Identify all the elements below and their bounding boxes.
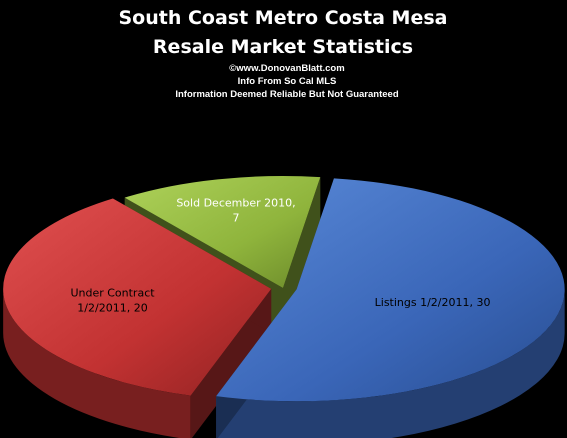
- pie-slice-2-side: [3, 288, 191, 438]
- chart-subtitle: ©www.DonovanBlatt.com Info From So Cal M…: [175, 63, 398, 100]
- pie-slice-3-label-line-2: 7: [232, 211, 239, 224]
- pie-labels: Listings 1/2/2011, 30 Under Contract 1/2/2…: [70, 196, 490, 314]
- pie-slices: [3, 176, 565, 438]
- pie-slice-3-cut: [283, 177, 321, 332]
- pie-slice-2-label-line-1: Under Contract: [70, 286, 155, 299]
- pie-slice-2-cut: [190, 288, 272, 438]
- pie-slice-2-label: Under Contract 1/2/2011, 20: [70, 286, 155, 314]
- pie-slice-1-label-line-1: Listings 1/2/2011, 30: [375, 296, 491, 309]
- chart-title-line-2: Resale Market Statistics: [153, 36, 413, 58]
- chart-title-line-1: South Coast Metro Costa Mesa: [119, 7, 448, 29]
- chart-subtitle-line-3: Information Deemed Reliable But Not Guar…: [175, 89, 398, 100]
- pie-slice-2: [3, 198, 272, 438]
- pie-slice-2-top: [3, 198, 272, 396]
- pie-slice-1-side: [216, 289, 565, 438]
- chart-title: South Coast Metro Costa Mesa Resale Mark…: [119, 7, 448, 58]
- chart-subtitle-line-2: Info From So Cal MLS: [238, 76, 337, 87]
- pie-slice-1-top: [216, 178, 565, 402]
- pie-slice-3-label: Sold December 2010, 7: [176, 196, 295, 224]
- pie-slice-1-label: Listings 1/2/2011, 30: [375, 296, 491, 309]
- pie-slice-3-top: [124, 176, 321, 288]
- pie-slice-2-label-line-2: 1/2/2011, 20: [77, 301, 147, 314]
- pie-slice-3-label-line-1: Sold December 2010,: [176, 196, 295, 209]
- chart-subtitle-line-1: ©www.DonovanBlatt.com: [229, 63, 344, 74]
- pie-slice-1: [216, 178, 565, 438]
